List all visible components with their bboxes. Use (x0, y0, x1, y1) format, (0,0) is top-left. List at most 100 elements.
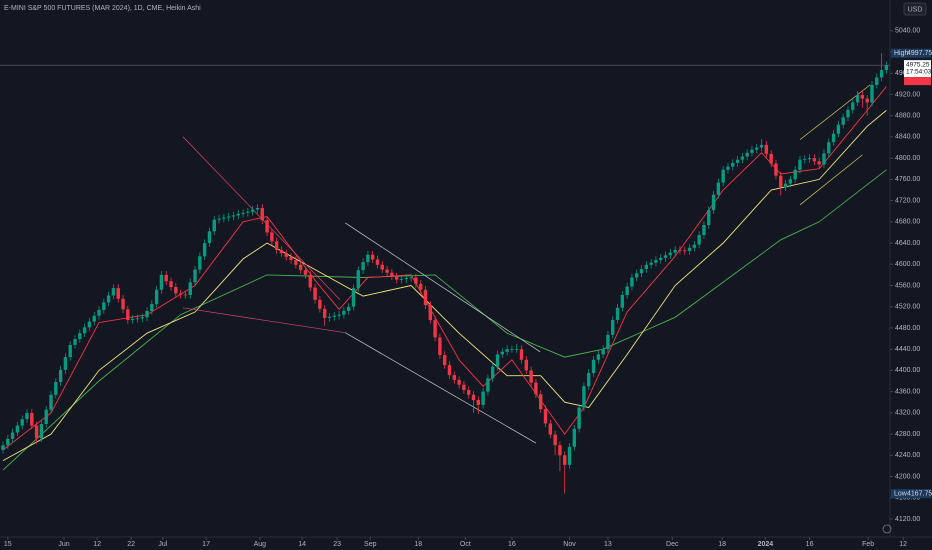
currency-button[interactable] (903, 2, 927, 16)
candle-body (884, 65, 889, 71)
y-tick-label: 4680.00 (895, 219, 920, 226)
candle-body (404, 278, 408, 280)
currency-label[interactable]: USD (908, 6, 923, 13)
candle-body (702, 224, 706, 236)
candle-body (486, 378, 490, 392)
candle-body (601, 349, 605, 355)
candle-body (212, 219, 216, 232)
candle-body (63, 357, 68, 370)
y-tick-label: 4280.00 (895, 431, 920, 438)
last-price-box (904, 60, 931, 78)
candle-body (467, 390, 471, 395)
x-tick-label: Oct (460, 541, 471, 548)
candle-body (318, 299, 322, 309)
price-tag (891, 48, 931, 58)
candle-body (390, 272, 394, 277)
y-tick-label: 4600.00 (895, 261, 920, 268)
candle-body (716, 182, 721, 195)
moving-average (2, 169, 887, 471)
y-tick-label: 4920.00 (895, 91, 920, 98)
candle-body (678, 249, 682, 251)
candle-body (351, 288, 356, 307)
candle-body (135, 318, 140, 320)
candle-body (462, 384, 466, 391)
candle-body (783, 183, 788, 188)
candle-body (97, 309, 101, 316)
candle-body (332, 315, 336, 317)
candle-body (687, 247, 692, 251)
candle-body (491, 366, 495, 379)
candle-body (875, 77, 879, 85)
settings-icon[interactable] (882, 524, 892, 534)
candle-body (860, 94, 865, 99)
last-price-value: 4975.25 (906, 61, 930, 68)
candle-body (49, 394, 53, 410)
x-tick-label: 16 (806, 541, 814, 548)
candle-body (481, 391, 485, 405)
candle-body (510, 349, 514, 350)
y-tick-label: 4760.00 (895, 176, 920, 183)
candle-body (202, 243, 207, 257)
candle-body (577, 407, 581, 429)
candle-body (803, 159, 807, 160)
y-tick-label: 4440.00 (895, 346, 920, 353)
trendline (345, 332, 537, 444)
candle-body (740, 156, 745, 160)
candle-body (164, 274, 168, 282)
candle-body (361, 262, 365, 271)
candle-body (78, 333, 82, 340)
candle-body (87, 321, 92, 328)
price-tag-name: Low (894, 490, 908, 497)
candle-body (524, 359, 529, 371)
candle-body (563, 455, 567, 465)
candle-body (587, 373, 591, 387)
candle-body (558, 445, 562, 456)
candle-body (774, 163, 778, 176)
moving-average (2, 86, 887, 451)
candle-body (150, 304, 154, 311)
y-tick-label: 4720.00 (895, 197, 920, 204)
candle-body (337, 314, 341, 316)
x-tick-label: 2024 (758, 541, 774, 548)
candle-body (548, 423, 553, 435)
candle-body (745, 152, 749, 157)
trendline (799, 154, 863, 206)
candle-body (615, 307, 620, 320)
candle-body (582, 386, 586, 408)
candle-body (385, 269, 389, 273)
candle-body (697, 235, 701, 245)
candle-body (841, 117, 845, 125)
candle-body (755, 147, 759, 150)
candle-body (620, 295, 625, 308)
candle-body (193, 269, 197, 283)
candle-body (126, 309, 130, 320)
candle-body (130, 318, 135, 320)
candle-body (731, 162, 735, 167)
y-tick-label: 4240.00 (895, 452, 920, 459)
candle-body (659, 257, 663, 261)
y-tick-label: 4880.00 (895, 113, 920, 120)
candle-body (519, 349, 524, 360)
x-tick-label: Nov (563, 541, 576, 548)
x-tick-label: 13 (604, 541, 612, 548)
candle-body (279, 249, 284, 254)
x-tick-label: 18 (414, 541, 422, 548)
y-tick-label: 4400.00 (895, 367, 920, 374)
candle-body (102, 302, 106, 310)
x-tick-label: 23 (333, 541, 341, 548)
candle-body (553, 434, 557, 446)
candle-body (596, 354, 601, 360)
candle-body (54, 382, 58, 395)
candle-body (250, 209, 255, 212)
candle-body (865, 98, 869, 103)
candle-body (140, 317, 144, 319)
candle-body (447, 365, 452, 376)
candle-body (442, 354, 447, 366)
last-close-tag (904, 77, 931, 86)
candle-body (1, 445, 5, 450)
candle-body (255, 208, 260, 210)
candle-body (721, 169, 725, 183)
candle-body (817, 161, 821, 165)
candle-body (342, 310, 346, 315)
